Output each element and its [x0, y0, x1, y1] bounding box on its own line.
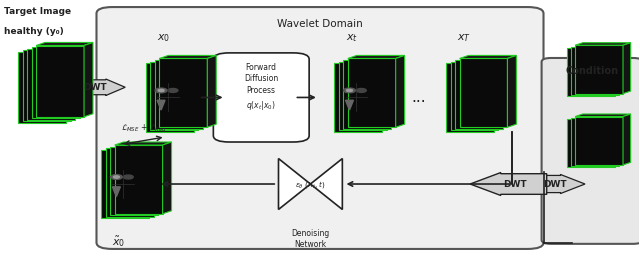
Text: $x_t$: $x_t$: [346, 32, 358, 44]
FancyBboxPatch shape: [97, 7, 543, 249]
Bar: [575, 116, 623, 165]
Polygon shape: [460, 56, 516, 58]
Bar: [568, 48, 615, 96]
Circle shape: [111, 175, 122, 179]
FancyBboxPatch shape: [213, 53, 309, 142]
Text: $\tilde{x}_0$: $\tilde{x}_0$: [112, 234, 125, 249]
Bar: [36, 46, 84, 117]
Circle shape: [158, 89, 164, 92]
Polygon shape: [157, 100, 165, 110]
Bar: [572, 118, 619, 166]
Polygon shape: [70, 79, 125, 95]
Bar: [110, 147, 158, 215]
Polygon shape: [623, 43, 630, 94]
Polygon shape: [163, 142, 172, 214]
Polygon shape: [470, 173, 547, 196]
Bar: [572, 47, 619, 95]
Text: DWT: DWT: [83, 83, 107, 92]
Text: $\mathcal{L}_{MSE}$ + $\mathcal{L}_{Reg}$: $\mathcal{L}_{MSE}$ + $\mathcal{L}_{Reg}…: [121, 123, 166, 135]
Bar: [146, 63, 194, 132]
Bar: [150, 61, 198, 130]
Bar: [19, 52, 66, 123]
Polygon shape: [36, 42, 93, 46]
Text: healthy (y₀): healthy (y₀): [4, 27, 63, 36]
Polygon shape: [346, 100, 353, 110]
Bar: [23, 50, 70, 121]
Polygon shape: [396, 56, 404, 127]
Bar: [455, 60, 503, 129]
Text: $x_0$: $x_0$: [157, 32, 170, 44]
Text: $x_T$: $x_T$: [456, 32, 471, 44]
Polygon shape: [278, 158, 342, 209]
Bar: [575, 45, 623, 94]
Circle shape: [155, 88, 167, 93]
Polygon shape: [575, 114, 630, 116]
Text: Forward
Diffusion
Process
$q(x_t|x_0)$: Forward Diffusion Process $q(x_t|x_0)$: [244, 63, 278, 112]
Bar: [159, 58, 207, 127]
Circle shape: [346, 89, 353, 92]
Circle shape: [344, 88, 355, 93]
Polygon shape: [115, 142, 172, 145]
Bar: [348, 58, 396, 127]
Bar: [101, 150, 149, 218]
Circle shape: [124, 175, 133, 179]
Bar: [334, 63, 382, 132]
Bar: [460, 58, 508, 127]
Polygon shape: [207, 56, 216, 127]
Polygon shape: [113, 187, 120, 197]
Circle shape: [356, 89, 366, 92]
Bar: [446, 63, 494, 132]
Bar: [568, 119, 615, 167]
Circle shape: [168, 89, 178, 92]
Text: Target Image: Target Image: [4, 7, 71, 16]
Text: Condition: Condition: [566, 66, 619, 76]
Bar: [31, 47, 79, 118]
Text: Wavelet Domain: Wavelet Domain: [277, 18, 363, 28]
Text: DWT: DWT: [543, 179, 567, 188]
Polygon shape: [508, 56, 516, 127]
Bar: [106, 148, 154, 217]
Text: Denoising
Network: Denoising Network: [291, 229, 330, 249]
Polygon shape: [84, 42, 93, 117]
Text: $\varepsilon_\theta\ (X_t, t)$: $\varepsilon_\theta\ (X_t, t)$: [295, 178, 326, 189]
FancyBboxPatch shape: [541, 58, 640, 244]
Polygon shape: [575, 43, 630, 45]
Circle shape: [113, 176, 119, 178]
Bar: [339, 61, 387, 130]
Bar: [451, 61, 499, 130]
Polygon shape: [348, 56, 404, 58]
Bar: [343, 60, 391, 129]
Polygon shape: [159, 56, 216, 58]
Bar: [27, 49, 75, 120]
Polygon shape: [515, 175, 585, 194]
Text: DWT: DWT: [503, 179, 527, 188]
Polygon shape: [623, 114, 630, 165]
Bar: [155, 60, 203, 129]
Text: ...: ...: [412, 90, 426, 105]
Bar: [115, 145, 163, 214]
